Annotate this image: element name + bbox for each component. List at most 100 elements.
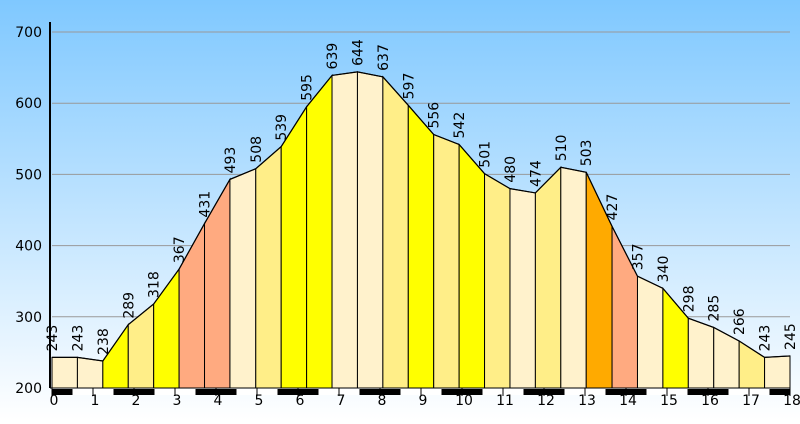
value-label: 289 — [121, 292, 137, 319]
scale-bar — [134, 389, 155, 395]
value-label: 266 — [732, 308, 748, 335]
segment-fill — [229, 167, 257, 389]
y-tick-label: 200 — [15, 381, 42, 397]
y-tick-label: 400 — [15, 239, 42, 255]
scale-bar — [646, 389, 667, 395]
segment-fill — [280, 105, 308, 389]
value-label: 243 — [758, 325, 774, 352]
value-label: 542 — [452, 112, 468, 139]
value-label: 357 — [630, 243, 646, 270]
scale-bar — [564, 389, 585, 395]
value-label: 243 — [45, 325, 61, 352]
value-label: 503 — [579, 140, 595, 167]
x-tick-label: 18 — [783, 393, 800, 409]
scale-bar — [236, 389, 257, 395]
segment-fill — [534, 166, 562, 389]
scale-bar — [708, 389, 729, 395]
x-tick-label: 2 — [132, 393, 141, 409]
scale-bar — [585, 389, 606, 395]
scale-bar — [441, 389, 462, 395]
scale-bar — [216, 389, 237, 395]
scale-bar — [359, 389, 380, 395]
value-label: 597 — [401, 73, 417, 100]
segment-fill — [51, 356, 78, 389]
x-tick-label: 16 — [701, 393, 719, 409]
scale-bar — [605, 389, 626, 395]
value-label: 431 — [198, 191, 214, 218]
x-tick-label: 12 — [537, 393, 555, 409]
value-label: 238 — [96, 328, 112, 355]
x-tick-label: 5 — [255, 393, 264, 409]
scale-bar — [421, 389, 442, 395]
x-tick-label: 1 — [91, 393, 100, 409]
x-tick-label: 15 — [660, 393, 678, 409]
segment-fill — [407, 104, 435, 389]
segment-fill — [306, 74, 333, 389]
x-tick-label: 9 — [419, 393, 428, 409]
scale-bar — [687, 389, 708, 395]
x-tick-label: 10 — [455, 393, 473, 409]
segment-fill — [560, 166, 587, 389]
scale-bar — [339, 389, 360, 395]
x-tick-label: 14 — [619, 393, 637, 409]
scale-bar — [400, 389, 421, 395]
segment-fill — [433, 133, 460, 389]
value-label: 285 — [707, 295, 723, 322]
value-label: 493 — [223, 147, 239, 174]
scale-bar — [52, 389, 73, 395]
scale-bar — [503, 389, 524, 395]
value-label: 556 — [427, 102, 443, 129]
scale-bar — [626, 389, 647, 395]
profile-line — [52, 71, 791, 362]
segment-fill — [484, 172, 511, 389]
scale-bar — [544, 389, 565, 395]
scale-bar — [93, 389, 114, 395]
x-tick-label: 8 — [378, 393, 387, 409]
scale-bar — [769, 389, 790, 395]
value-label: 427 — [605, 194, 621, 221]
value-label: 318 — [147, 271, 163, 298]
scale-bar — [154, 389, 175, 395]
x-tick-label: 3 — [173, 393, 182, 409]
value-label: 508 — [249, 136, 265, 163]
scale-bar — [380, 389, 401, 395]
segment-fill — [382, 75, 409, 389]
scale-bar — [113, 389, 134, 395]
segment-fill — [764, 355, 791, 389]
y-tick-label: 300 — [15, 310, 42, 326]
scale-bar — [667, 389, 688, 395]
x-tick-label: 6 — [296, 393, 305, 409]
segment-fill — [458, 143, 486, 389]
scale-bar — [277, 389, 298, 395]
scale-bar — [749, 389, 770, 395]
x-tick-label: 17 — [742, 393, 760, 409]
value-label: 298 — [681, 285, 697, 312]
value-label: 245 — [783, 323, 799, 350]
value-label: 501 — [478, 141, 494, 168]
scale-bar — [195, 389, 216, 395]
scale-bar — [298, 389, 319, 395]
value-label: 639 — [325, 43, 341, 70]
y-tick-label: 500 — [15, 167, 42, 183]
value-label: 474 — [528, 160, 544, 187]
segment-fill — [255, 145, 282, 389]
value-label: 340 — [656, 256, 672, 283]
value-label: 637 — [376, 44, 392, 71]
segment-fill — [76, 356, 104, 389]
value-label: 595 — [300, 74, 316, 101]
y-tick-label: 700 — [15, 25, 42, 41]
scale-bar — [462, 389, 483, 395]
value-label: 243 — [70, 325, 86, 352]
x-tick-label: 0 — [50, 393, 59, 409]
y-tick-label: 600 — [15, 96, 42, 112]
segment-fill — [509, 188, 536, 389]
value-label: 539 — [274, 114, 290, 141]
x-tick-label: 4 — [214, 393, 223, 409]
value-label: 480 — [503, 156, 519, 183]
segment-fill — [636, 275, 664, 389]
segment-fill — [687, 317, 715, 389]
segment-fill — [331, 71, 358, 389]
scale-bar — [728, 389, 749, 395]
scale-bar — [523, 389, 544, 395]
